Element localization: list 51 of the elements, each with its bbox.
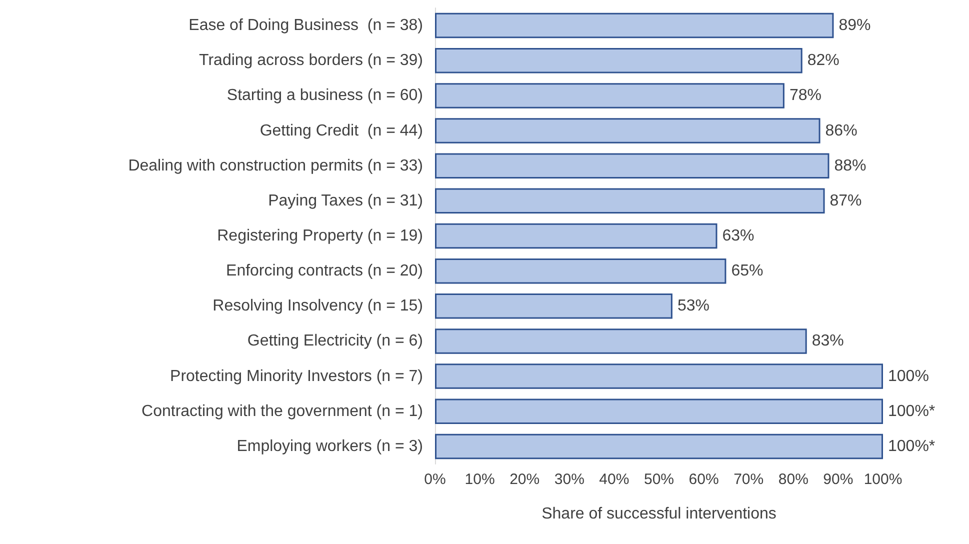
data-label: 100%*: [888, 402, 936, 420]
x-tick-label: 70%: [734, 471, 764, 488]
y-tick-label: Contracting with the government (n = 1): [142, 402, 423, 420]
y-tick-label: Ease of Doing Business (n = 38): [188, 17, 423, 34]
y-tick-label: Registering Property (n = 19): [217, 228, 423, 244]
data-label: 65%: [731, 262, 764, 280]
x-tick-label: 90%: [823, 471, 854, 488]
x-tick-label: 0%: [424, 471, 446, 488]
bar: [435, 364, 883, 389]
x-tick-label: 30%: [554, 471, 584, 488]
y-tick-label: Employing workers (n = 3): [236, 438, 423, 455]
bar: [435, 258, 726, 284]
x-tick-label: 40%: [599, 471, 630, 488]
data-label: 88%: [834, 157, 866, 174]
data-label: 53%: [677, 298, 710, 315]
data-label: 86%: [825, 122, 858, 140]
x-tick-label: 50%: [644, 471, 674, 488]
bar: [435, 434, 883, 460]
data-label: 82%: [807, 52, 840, 70]
data-label: 87%: [830, 192, 862, 210]
y-tick-label: Paying Taxes (n = 31): [268, 192, 423, 210]
x-tick-label: 100%: [864, 471, 902, 488]
y-tick-label: Resolving Insolvency (n = 15): [212, 298, 423, 315]
data-label: 83%: [812, 332, 844, 350]
y-tick-label: Enforcing contracts (n = 20): [226, 262, 423, 280]
bar: [435, 223, 718, 249]
data-label: 100%*: [888, 438, 936, 455]
x-axis-title: Share of successful interventions: [542, 506, 776, 522]
bar: [435, 83, 784, 108]
y-tick-label: Starting a business (n = 60): [226, 87, 423, 104]
bar: [435, 328, 807, 354]
data-label: 100%: [888, 368, 929, 385]
y-tick-label: Protecting Minority Investors (n = 7): [170, 368, 423, 385]
y-tick-label: Getting Electricity (n = 6): [247, 332, 423, 350]
y-tick-label: Trading across borders (n = 39): [199, 52, 423, 70]
x-tick-label: 10%: [464, 471, 495, 488]
bar: [435, 398, 883, 424]
data-label: 63%: [722, 228, 754, 244]
bar: [435, 294, 672, 319]
y-tick-label: Getting Credit (n = 44): [260, 122, 423, 140]
y-tick-label: Dealing with construction permits (n = 33): [128, 157, 423, 174]
bar: [435, 188, 825, 214]
x-tick-label: 20%: [510, 471, 540, 488]
bar: [435, 118, 820, 144]
data-label: 78%: [789, 87, 822, 104]
bar: [435, 12, 834, 38]
data-label: 89%: [838, 17, 871, 34]
bar: [435, 48, 802, 74]
bar: [435, 153, 830, 178]
x-tick-label: 80%: [778, 471, 808, 488]
x-tick-label: 60%: [688, 471, 719, 488]
